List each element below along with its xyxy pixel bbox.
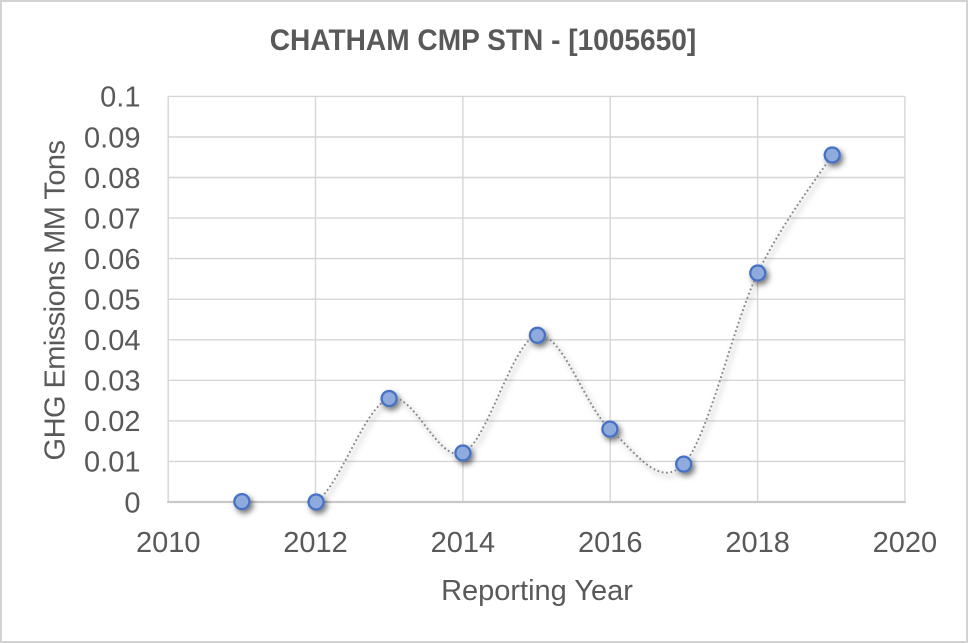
svg-text:GHG Emissions MM Tons: GHG Emissions MM Tons	[40, 141, 72, 461]
svg-text:0.01: 0.01	[84, 447, 140, 479]
svg-text:2020: 2020	[873, 527, 938, 559]
svg-text:0.02: 0.02	[84, 406, 140, 438]
svg-text:0.09: 0.09	[84, 122, 140, 154]
svg-text:2014: 2014	[431, 527, 496, 559]
svg-text:0.03: 0.03	[84, 366, 140, 398]
svg-text:2010: 2010	[136, 527, 201, 559]
svg-text:0.08: 0.08	[84, 163, 140, 195]
svg-text:0.05: 0.05	[84, 285, 140, 317]
svg-text:0: 0	[124, 487, 140, 519]
svg-text:0.1: 0.1	[100, 82, 140, 114]
svg-text:0.04: 0.04	[84, 325, 140, 357]
svg-text:2016: 2016	[578, 527, 643, 559]
svg-text:2012: 2012	[283, 527, 348, 559]
svg-text:CHATHAM CMP STN - [1005650]: CHATHAM CMP STN - [1005650]	[270, 24, 696, 57]
svg-text:0.06: 0.06	[84, 244, 140, 276]
svg-text:0.07: 0.07	[84, 203, 140, 235]
svg-text:Reporting Year: Reporting Year	[441, 575, 633, 607]
svg-text:2018: 2018	[725, 527, 790, 559]
